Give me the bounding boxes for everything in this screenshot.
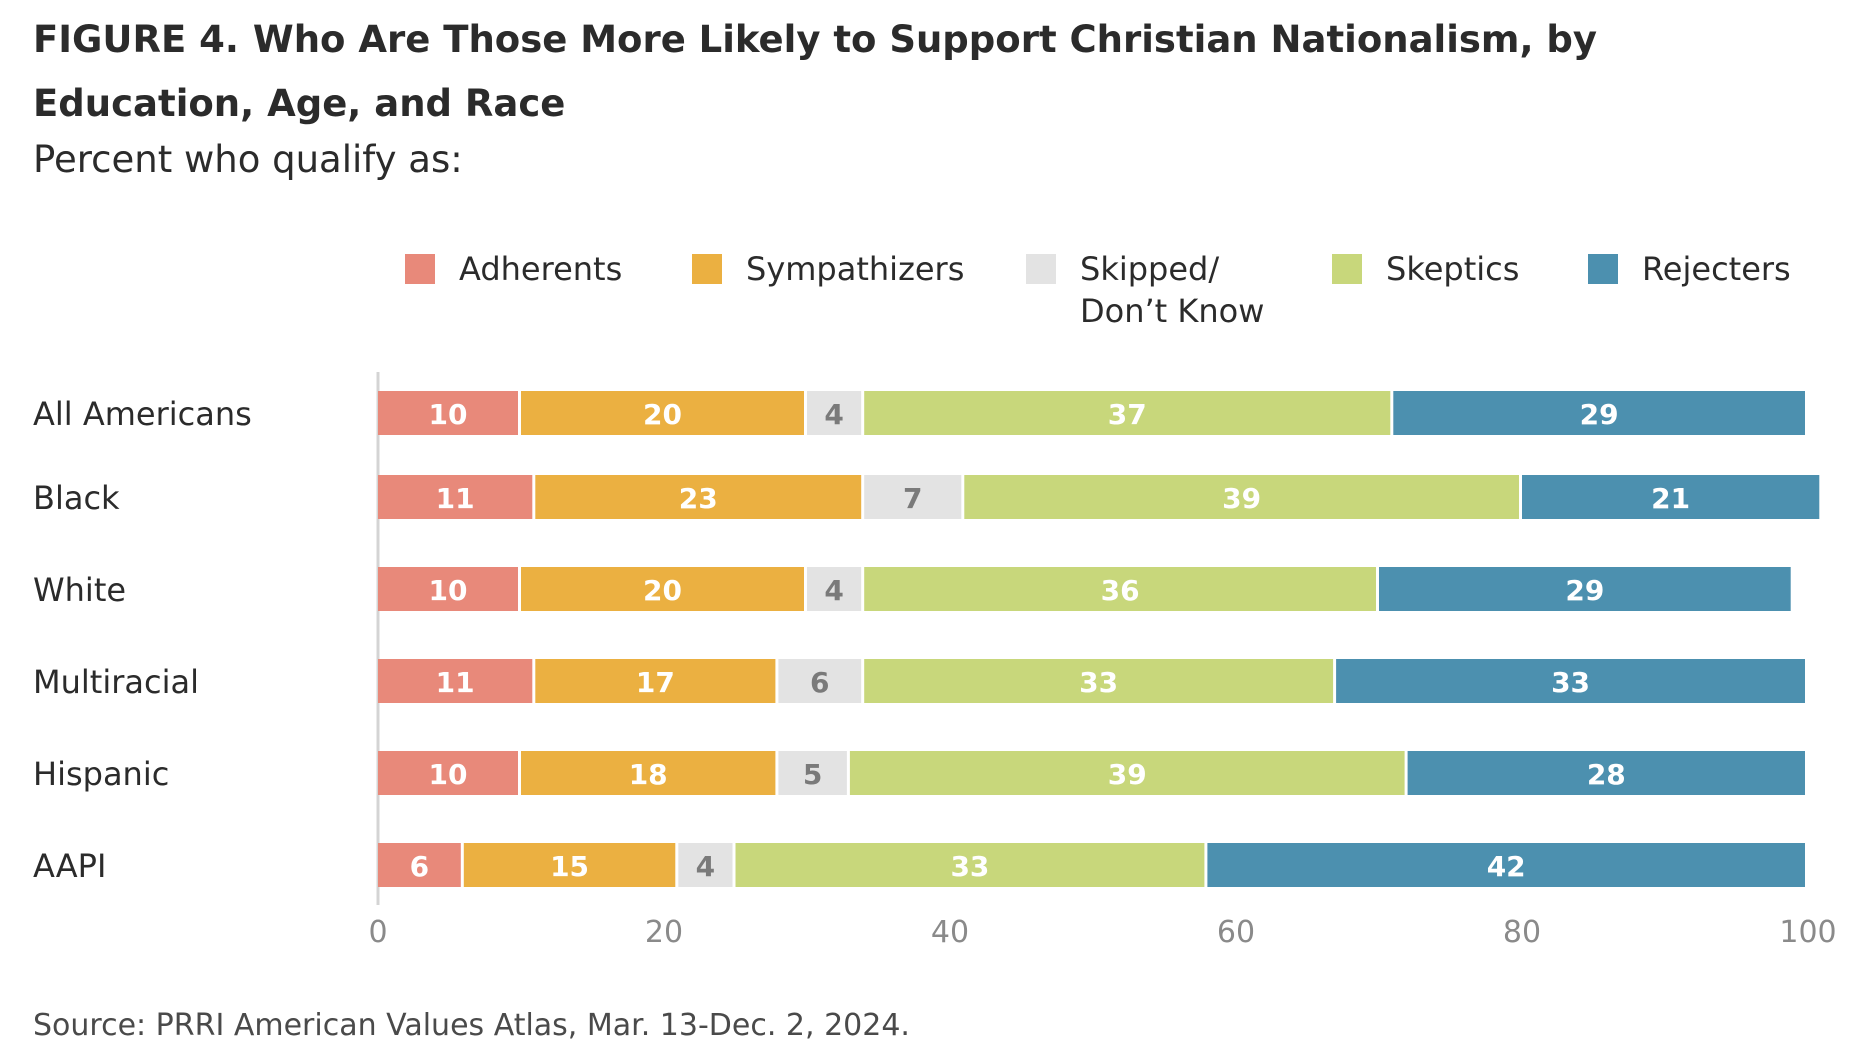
data-label-multiracial-sympathizers: 17 — [636, 666, 675, 699]
data-label-multiracial-skeptics: 33 — [1079, 666, 1118, 699]
bar-white-adherents — [378, 567, 518, 611]
data-label-multiracial-adherents: 11 — [436, 666, 475, 699]
legend-label-skeptics: Skeptics — [1386, 250, 1520, 288]
legend-item-adherents: Adherents — [405, 248, 622, 290]
x-tick-label-80: 80 — [1503, 915, 1541, 950]
data-label-all-americans-rejecters: 29 — [1580, 398, 1619, 431]
data-label-all-americans-sympathizers: 20 — [643, 398, 682, 431]
legend-swatch-skipped — [1026, 254, 1056, 284]
x-tick-label-60: 60 — [1217, 915, 1255, 950]
stacked-bar-chart: All Americans 10 20 4 37 29 Black 11 23 7 39 21 Whit… — [33, 372, 1837, 950]
bar-white-skipped-don-t-know — [807, 567, 862, 611]
bar-white-rejecters — [1379, 567, 1791, 611]
chart-subtitle: Percent who qualify as: — [33, 138, 463, 181]
bar-all-americans-skeptics — [864, 391, 1391, 435]
bar-black-sympathizers — [535, 475, 862, 519]
data-label-black-skipped-don-t-know: 7 — [903, 482, 922, 515]
bar-hispanic-adherents — [378, 751, 518, 795]
bar-multiracial-sympathizers — [535, 659, 776, 703]
legend-label-sympathizers: Sympathizers — [746, 250, 965, 288]
legend-item-skipped: Skipped/ Don’t Know — [1026, 248, 1264, 332]
legend-item-rejecters: Rejecters — [1588, 248, 1791, 290]
data-label-all-americans-skipped-don-t-know: 4 — [824, 398, 843, 431]
category-label-aapi: AAPI — [33, 847, 106, 885]
bar-hispanic-sympathizers — [521, 751, 776, 795]
data-label-hispanic-skipped-don-t-know: 5 — [803, 758, 822, 791]
legend: Adherents Sympathizers Skipped/ Don’t Kn… — [0, 248, 1858, 338]
source-note: Source: PRRI American Values Atlas, Mar.… — [33, 1008, 910, 1043]
x-tick-label-100: 100 — [1779, 915, 1836, 950]
data-label-aapi-skipped-don-t-know: 4 — [696, 850, 715, 883]
data-label-white-rejecters: 29 — [1565, 574, 1604, 607]
category-label-multiracial: Multiracial — [33, 663, 199, 701]
data-label-black-skeptics: 39 — [1222, 482, 1261, 515]
data-label-aapi-skeptics: 33 — [950, 850, 989, 883]
bar-aapi-skipped-don-t-know — [678, 843, 733, 887]
bar-aapi-rejecters — [1207, 843, 1805, 887]
legend-label-adherents: Adherents — [459, 250, 623, 288]
bar-all-americans-rejecters — [1393, 391, 1805, 435]
data-label-white-adherents: 10 — [429, 574, 468, 607]
bar-aapi-sympathizers — [463, 843, 676, 887]
data-label-white-skipped-don-t-know: 4 — [824, 574, 843, 607]
chart-title: FIGURE 4. Who Are Those More Likely to Su… — [33, 8, 1823, 136]
legend-swatch-skeptics — [1332, 254, 1362, 284]
data-label-aapi-rejecters: 42 — [1487, 850, 1526, 883]
data-label-all-americans-skeptics: 37 — [1108, 398, 1147, 431]
x-tick-label-20: 20 — [645, 915, 683, 950]
data-label-multiracial-skipped-don-t-know: 6 — [810, 666, 829, 699]
title-text: Who Are Those More Likely to Support Chr… — [33, 18, 1598, 125]
bar-black-skipped-don-t-know — [864, 475, 962, 519]
data-label-hispanic-sympathizers: 18 — [629, 758, 668, 791]
bar-white-sympathizers — [521, 567, 804, 611]
data-label-hispanic-skeptics: 39 — [1108, 758, 1147, 791]
bar-hispanic-skipped-don-t-know — [778, 751, 847, 795]
data-label-white-sympathizers: 20 — [643, 574, 682, 607]
category-label-hispanic: Hispanic — [33, 755, 169, 793]
x-tick-label-0: 0 — [368, 915, 387, 950]
legend-label-rejecters: Rejecters — [1642, 250, 1791, 288]
bar-all-americans-sympathizers — [521, 391, 804, 435]
data-label-hispanic-rejecters: 28 — [1587, 758, 1626, 791]
legend-swatch-rejecters — [1588, 254, 1618, 284]
bar-hispanic-rejecters — [1407, 751, 1805, 795]
data-label-aapi-sympathizers: 15 — [550, 850, 589, 883]
x-tick-label-40: 40 — [931, 915, 969, 950]
bar-all-americans-skipped-don-t-know — [807, 391, 862, 435]
bar-multiracial-adherents — [378, 659, 533, 703]
bar-aapi-adherents — [378, 843, 461, 887]
data-label-all-americans-adherents: 10 — [429, 398, 468, 431]
data-label-aapi-adherents: 6 — [410, 850, 429, 883]
bar-all-americans-adherents — [378, 391, 518, 435]
legend-item-skeptics: Skeptics — [1332, 248, 1519, 290]
figure-label: FIGURE 4. — [33, 18, 239, 61]
data-label-black-rejecters: 21 — [1651, 482, 1690, 515]
bar-black-adherents — [378, 475, 533, 519]
category-label-black: Black — [33, 479, 120, 517]
legend-swatch-sympathizers — [692, 254, 722, 284]
bar-white-skeptics — [864, 567, 1376, 611]
data-label-white-skeptics: 36 — [1101, 574, 1140, 607]
data-label-black-sympathizers: 23 — [679, 482, 718, 515]
bar-hispanic-skeptics — [849, 751, 1405, 795]
data-label-black-adherents: 11 — [436, 482, 475, 515]
legend-swatch-adherents — [405, 254, 435, 284]
bar-black-skeptics — [964, 475, 1519, 519]
bar-aapi-skeptics — [735, 843, 1205, 887]
legend-label-skipped: Skipped/ Don’t Know — [1080, 250, 1265, 330]
legend-item-sympathizers: Sympathizers — [692, 248, 964, 290]
chart-title-block: FIGURE 4. Who Are Those More Likely to Su… — [33, 8, 1823, 136]
bar-multiracial-rejecters — [1336, 659, 1805, 703]
bar-black-rejecters — [1522, 475, 1820, 519]
data-label-multiracial-rejecters: 33 — [1551, 666, 1590, 699]
bar-multiracial-skipped-don-t-know — [778, 659, 862, 703]
category-label-white: White — [33, 571, 126, 609]
bar-multiracial-skeptics — [864, 659, 1334, 703]
category-label-all-americans: All Americans — [33, 395, 252, 433]
data-label-hispanic-adherents: 10 — [429, 758, 468, 791]
